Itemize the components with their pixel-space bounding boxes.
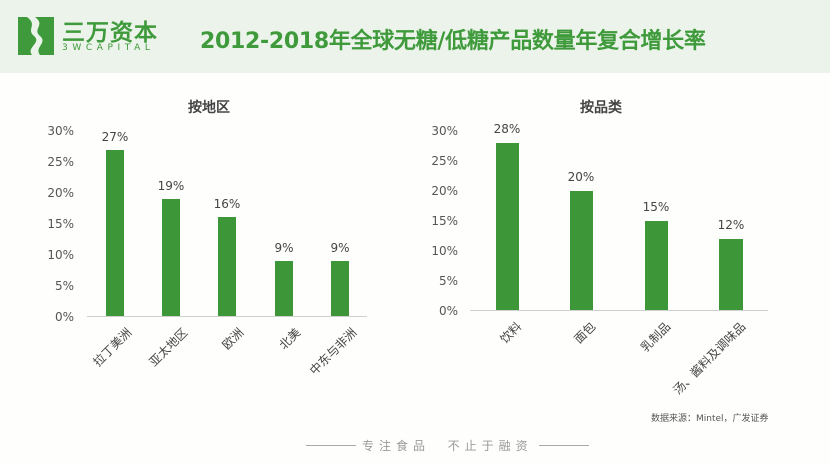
y-tick: 25%	[431, 154, 458, 168]
bar-europe	[218, 217, 236, 316]
value-label: 9%	[274, 241, 294, 255]
bar-soups-sauces-seasonings	[719, 239, 743, 310]
y-tick: 20%	[47, 186, 74, 200]
y-tick: 10%	[431, 244, 458, 258]
x-axis-line	[470, 310, 768, 311]
chart-title-region: 按地区	[188, 100, 230, 116]
x-label: 拉丁美洲	[90, 325, 135, 370]
bar-middle-east-africa	[331, 261, 349, 316]
y-tick: 15%	[47, 217, 74, 231]
value-label: 19%	[157, 179, 185, 193]
brand-name-cn: 三万资本	[62, 20, 158, 46]
x-label: 乳制品	[637, 319, 674, 355]
x-label: 中东与非洲	[306, 325, 360, 378]
x-label: 饮料	[497, 319, 525, 347]
x-axis-line	[87, 316, 367, 317]
value-label: 15%	[642, 200, 670, 214]
y-tick: 0%	[438, 304, 458, 318]
y-tick: 5%	[54, 279, 74, 293]
footer-slogan: 专注食品 不止于融资	[300, 437, 589, 454]
header-band: 三万资本 3WCAPITAL 2012-2018年全球无糖/低糖产品数量年复合增…	[0, 0, 830, 73]
x-label: 北美	[276, 325, 304, 353]
bar-asia-pacific	[162, 199, 180, 316]
bar-beverages	[496, 143, 519, 310]
x-label: 汤、酱料及调味品	[670, 319, 749, 398]
bar-north-america	[275, 261, 293, 316]
x-label: 面包	[571, 319, 599, 347]
y-tick: 0%	[54, 310, 74, 324]
value-label: 28%	[493, 122, 521, 136]
y-tick: 20%	[431, 184, 458, 198]
x-label: 欧洲	[219, 325, 247, 353]
data-source: 数据来源：Mintel，广发证券	[651, 414, 769, 424]
y-tick: 30%	[47, 124, 74, 138]
page-title: 2012-2018年全球无糖/低糖产品数量年复合增长率	[200, 29, 706, 54]
bar-bread	[570, 191, 593, 310]
bar-latin-america	[106, 150, 124, 316]
value-label: 20%	[567, 170, 595, 184]
value-label: 9%	[330, 241, 350, 255]
y-tick: 10%	[47, 248, 74, 262]
value-label: 16%	[213, 197, 241, 211]
y-tick: 30%	[431, 124, 458, 138]
chart-title-category: 按品类	[580, 100, 622, 116]
slogan-text: 专注食品 不止于融资	[362, 439, 533, 453]
y-tick: 15%	[431, 214, 458, 228]
divider	[538, 445, 589, 446]
value-label: 12%	[717, 218, 745, 232]
brand-logo-icon	[18, 17, 54, 55]
brand-name-en: 3WCAPITAL	[62, 43, 155, 53]
bar-dairy	[645, 221, 668, 310]
x-label: 亚太地区	[146, 325, 191, 370]
y-tick: 5%	[438, 274, 458, 288]
value-label: 27%	[101, 130, 129, 144]
divider	[306, 445, 356, 446]
y-tick: 25%	[47, 155, 74, 169]
